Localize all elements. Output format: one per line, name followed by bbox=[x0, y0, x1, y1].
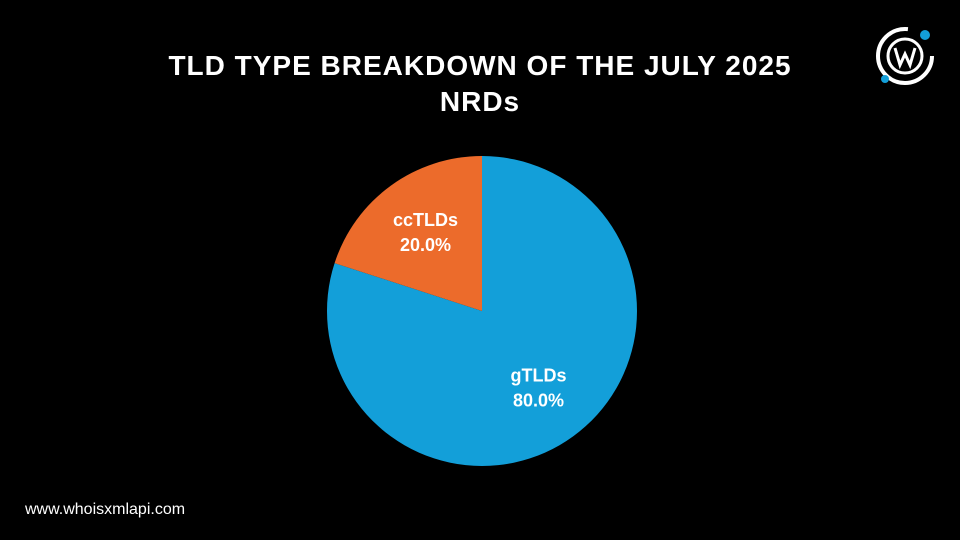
footer-url: www.whoisxmlapi.com bbox=[25, 501, 186, 518]
slice-value-label: 80.0% bbox=[513, 390, 564, 410]
chart-title: TLD TYPE BREAKDOWN OF THE JULY 2025 NRDs bbox=[168, 50, 792, 117]
pie-slice bbox=[334, 156, 482, 311]
slice-name: gTLDs bbox=[510, 365, 566, 385]
logo-dot bbox=[920, 30, 930, 40]
slice-value-label: 20.0% bbox=[400, 235, 451, 255]
logo-w bbox=[893, 47, 917, 70]
logo bbox=[876, 27, 934, 85]
logo-dot bbox=[881, 75, 889, 83]
slice-name: ccTLDs bbox=[393, 210, 458, 230]
logo-inner bbox=[886, 37, 924, 75]
logo-ring bbox=[876, 27, 934, 85]
